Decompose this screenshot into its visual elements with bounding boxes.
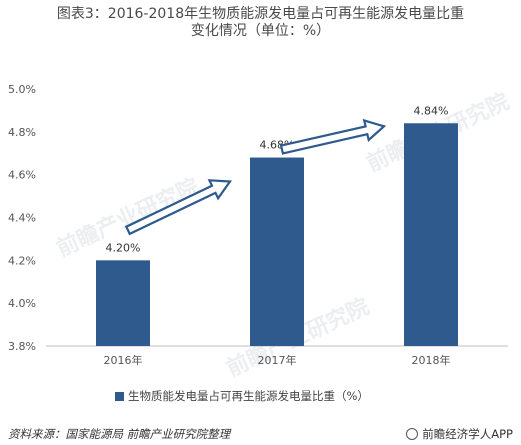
legend: 生物质能发电量占可再生能源发电量比重（%） xyxy=(115,388,369,404)
bar-2 xyxy=(250,157,304,346)
brand: 前瞻经济学人APP xyxy=(406,426,513,442)
chart-title-line2: 变化情况（单位：%） xyxy=(190,23,331,39)
legend-label: 生物质能发电量占可再生能源发电量比重（%） xyxy=(128,389,369,403)
source-text: 资料来源：国家能源局 前瞻产业研究院整理 xyxy=(8,427,231,441)
data-label: 4.20% xyxy=(106,241,141,254)
y-tick-label: 3.8% xyxy=(8,340,36,353)
y-tick-label: 4.4% xyxy=(8,212,36,225)
y-tick-label: 4.0% xyxy=(8,297,36,310)
brand-text: 前瞻经济学人APP xyxy=(422,427,513,441)
legend-swatch xyxy=(115,391,124,401)
chart-title: 图表3：2016-2018年生物质能源发电量占可再生能源发电量比重 变化情况（单… xyxy=(0,6,521,40)
x-tick-label: 2018年 xyxy=(412,353,451,367)
brand-logo-icon xyxy=(406,428,419,440)
y-tick-label: 4.8% xyxy=(8,126,36,139)
y-tick-label: 5.0% xyxy=(8,83,36,96)
footer: 资料来源：国家能源局 前瞻产业研究院整理 前瞻经济学人APP xyxy=(0,423,521,445)
x-tick-label: 2016年 xyxy=(104,353,143,367)
y-tick-label: 4.2% xyxy=(8,254,36,267)
y-tick-label: 4.6% xyxy=(8,169,36,182)
trend-arrow-icon xyxy=(279,118,387,155)
bar-3 xyxy=(404,123,458,347)
data-label: 4.84% xyxy=(414,104,449,117)
x-tick-label: 2017年 xyxy=(258,353,297,367)
chart-title-line1: 图表3：2016-2018年生物质能源发电量占可再生能源发电量比重 xyxy=(56,6,465,22)
bar-1 xyxy=(96,260,150,346)
trend-arrow-icon xyxy=(124,179,233,236)
